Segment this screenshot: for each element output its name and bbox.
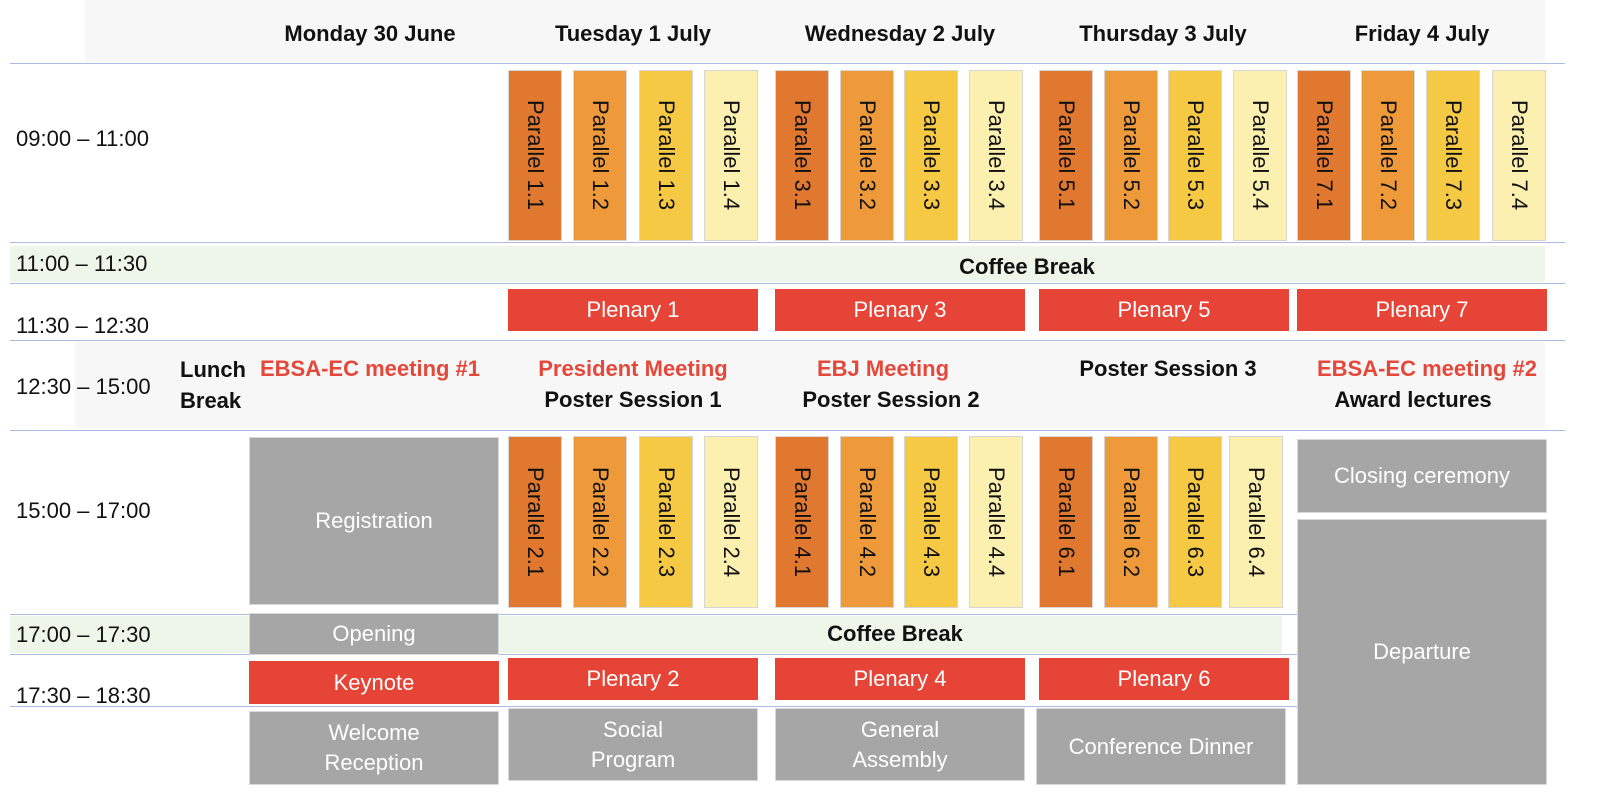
meeting-ebsa-ec-2: EBSA-EC meeting #2: [1316, 356, 1538, 381]
header-band: [85, 0, 1545, 62]
divider: [10, 242, 1565, 243]
parallel-session[interactable]: Parallel 4.4: [969, 436, 1023, 608]
parallel-session[interactable]: Parallel 2.4: [704, 436, 758, 608]
lunch-break-label: Lunch Break: [180, 357, 246, 413]
time-slot: 09:00 – 11:00: [16, 126, 149, 151]
parallel-session[interactable]: Parallel 7.2: [1361, 70, 1415, 241]
parallel-session[interactable]: Parallel 1.1: [508, 70, 562, 241]
plenary-session[interactable]: Plenary 4: [775, 658, 1025, 700]
plenary-session[interactable]: Plenary 2: [508, 658, 758, 700]
parallel-session[interactable]: Parallel 4.1: [775, 436, 829, 608]
parallel-session[interactable]: Parallel 3.2: [840, 70, 894, 241]
parallel-session[interactable]: Parallel 6.1: [1039, 436, 1093, 608]
divider: [10, 430, 1565, 431]
parallel-session[interactable]: Parallel 1.4: [704, 70, 758, 241]
closing-ceremony-block[interactable]: Closing ceremony: [1297, 439, 1547, 513]
parallel-session[interactable]: Parallel 4.2: [840, 436, 894, 608]
divider: [10, 283, 1565, 284]
divider: [10, 614, 1305, 615]
parallel-session[interactable]: Parallel 5.4: [1233, 70, 1287, 241]
coffee-break-label: Coffee Break: [959, 254, 1095, 279]
keynote-block[interactable]: Keynote: [249, 661, 499, 704]
parallel-session[interactable]: Parallel 2.1: [508, 436, 562, 608]
meeting-ebsa-ec-1: EBSA-EC meeting #1: [259, 356, 481, 381]
social-program-block[interactable]: Social Program: [508, 708, 758, 781]
parallel-session[interactable]: Parallel 2.2: [573, 436, 627, 608]
coffee-band-morning: [10, 246, 1545, 282]
parallel-session[interactable]: Parallel 3.4: [969, 70, 1023, 241]
registration-block[interactable]: Registration: [249, 437, 499, 605]
time-slot: 17:00 – 17:30: [16, 622, 151, 647]
parallel-session[interactable]: Parallel 2.3: [639, 436, 693, 608]
meeting-ebj: EBJ Meeting: [816, 356, 950, 381]
divider: [10, 706, 1305, 707]
parallel-session[interactable]: Parallel 5.3: [1168, 70, 1222, 241]
parallel-session[interactable]: Parallel 4.3: [904, 436, 958, 608]
poster-session-2: Poster Session 2: [802, 387, 980, 412]
time-slot: 17:30 – 18:30: [16, 683, 151, 708]
parallel-session[interactable]: Parallel 1.3: [639, 70, 693, 241]
divider: [10, 63, 1565, 64]
plenary-session[interactable]: Plenary 3: [775, 289, 1025, 331]
parallel-session[interactable]: Parallel 5.1: [1039, 70, 1093, 241]
conference-dinner-block[interactable]: Conference Dinner: [1036, 708, 1286, 785]
parallel-session[interactable]: Parallel 3.3: [904, 70, 958, 241]
plenary-session[interactable]: Plenary 6: [1039, 658, 1289, 700]
parallel-session[interactable]: Parallel 6.2: [1104, 436, 1158, 608]
award-lectures: Award lectures: [1334, 387, 1492, 412]
parallel-session[interactable]: Parallel 7.3: [1426, 70, 1480, 241]
parallel-session[interactable]: Parallel 5.2: [1104, 70, 1158, 241]
time-slot: 15:00 – 17:00: [16, 498, 151, 523]
parallel-session[interactable]: Parallel 6.4: [1229, 436, 1283, 608]
departure-block[interactable]: Departure: [1297, 519, 1547, 785]
poster-session-3: Poster Session 3: [1079, 356, 1257, 381]
coffee-break-label: Coffee Break: [827, 621, 963, 646]
plenary-session[interactable]: Plenary 7: [1297, 289, 1547, 331]
opening-block[interactable]: Opening: [249, 613, 499, 655]
day-header-monday: Monday 30 June: [284, 21, 456, 46]
welcome-reception-block[interactable]: Welcome Reception: [249, 711, 499, 785]
day-header-tuesday: Tuesday 1 July: [554, 21, 712, 46]
time-slot: 12:30 – 15:00: [16, 374, 151, 399]
plenary-session[interactable]: Plenary 1: [508, 289, 758, 331]
poster-session-1: Poster Session 1: [544, 387, 722, 412]
parallel-session[interactable]: Parallel 6.3: [1168, 436, 1222, 608]
day-header-friday: Friday 4 July: [1354, 21, 1490, 46]
coffee-band-afternoon: [10, 616, 1282, 653]
divider: [10, 340, 1565, 341]
general-assembly-block[interactable]: General Assembly: [775, 708, 1025, 781]
time-slot: 11:00 – 11:30: [16, 251, 148, 276]
divider: [10, 654, 1305, 655]
parallel-session[interactable]: Parallel 3.1: [775, 70, 829, 241]
lunch-band: [75, 342, 1545, 428]
day-header-thursday: Thursday 3 July: [1079, 21, 1247, 46]
meeting-president: President Meeting: [538, 356, 728, 381]
parallel-session[interactable]: Parallel 7.4: [1492, 70, 1546, 241]
plenary-session[interactable]: Plenary 5: [1039, 289, 1289, 331]
time-slot: 11:30 – 12:30: [16, 313, 149, 338]
parallel-session[interactable]: Parallel 1.2: [573, 70, 627, 241]
day-header-wednesday: Wednesday 2 July: [804, 21, 996, 46]
parallel-session[interactable]: Parallel 7.1: [1297, 70, 1351, 241]
